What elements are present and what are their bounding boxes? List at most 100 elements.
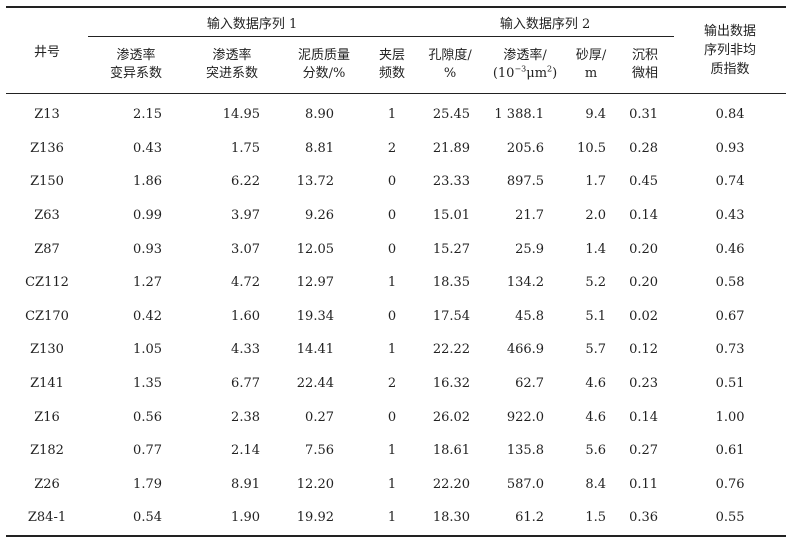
sand-thickness-cell: 9.4 xyxy=(585,107,607,123)
shale-fraction-cell: 19.92 xyxy=(280,501,368,537)
microfacies-cell: 0.11 xyxy=(629,476,659,492)
heterogeneity-index-cell: 1.00 xyxy=(715,409,745,425)
col-header-line-2: 突进系数 xyxy=(205,66,258,81)
well-id-cell: CZ112 xyxy=(25,275,69,291)
interlayer-frequency-cell: 0 xyxy=(387,308,397,324)
table-row: Z87 0.93 3.07 12.05 0 15.27 25.9 1.4 0.20 0.46 xyxy=(6,232,786,266)
sand-thickness-cell: 5.1 xyxy=(585,308,607,324)
heterogeneity-index-cell: 0.55 xyxy=(674,501,787,537)
col-header-permeability: 渗透率/ (10−3μm2) xyxy=(484,36,567,94)
well-id-cell: Z130 xyxy=(30,342,64,358)
perm-variation-cell: 1.27 xyxy=(133,275,162,291)
sand-thickness-cell: 5.6 xyxy=(585,443,607,459)
header-group-row: 井号 输入数据序列 1 输入数据序列 2 输出数据 序列非均 质指数 xyxy=(6,6,787,94)
shale-fraction-cell: 0.27 xyxy=(305,409,334,425)
perm-variation-cell: 0.54 xyxy=(88,501,184,537)
permeability-cell: 25.9 xyxy=(515,241,545,257)
table-row: Z141 1.35 6.77 22.44 2 16.32 62.7 4.6 0.23 0.51 xyxy=(6,367,786,401)
col-header-line-1: 砂厚/ xyxy=(575,48,607,63)
permeability-cell: 587.0 xyxy=(506,476,545,492)
unit-close: ) xyxy=(552,66,558,81)
sand-thickness-cell: 8.4 xyxy=(585,476,607,492)
heterogeneity-index-cell: 0.76 xyxy=(715,476,745,492)
interlayer-frequency-cell: 1 xyxy=(387,476,397,492)
sand-thickness-cell: 4.6 xyxy=(585,376,607,392)
col-header-interlayer-frequency: 夹层 频数 xyxy=(368,36,417,94)
permeability-cell: 21.7 xyxy=(515,208,545,224)
interlayer-frequency-cell: 2 xyxy=(387,376,397,392)
sand-thickness-cell: 5.7 xyxy=(585,342,607,358)
table-row: Z16 0.56 2.38 0.27 0 26.02 922.0 4.6 0.14 1.00 xyxy=(6,400,786,434)
col-header-line-2: % xyxy=(443,66,457,81)
porosity-cell: 17.54 xyxy=(432,308,471,324)
sand-thickness-cell: 5.2 xyxy=(585,275,607,291)
microfacies-cell: 0.23 xyxy=(629,376,659,392)
input-series-1-header: 输入数据序列 1 xyxy=(88,6,417,37)
table-row: Z182 0.77 2.14 7.56 1 18.61 135.8 5.6 0.27 0.61 xyxy=(6,434,786,468)
header-sub-row: 渗透率 变异系数 渗透率 突进系数 泥质质量 分数/% 夹层 频数 孔隙度/ xyxy=(6,36,786,94)
perm-variation-cell: 1.86 xyxy=(133,174,162,190)
sand-thickness-cell: 4.6 xyxy=(585,409,607,425)
porosity-cell: 18.30 xyxy=(416,501,485,537)
heterogeneity-index-cell: 0.73 xyxy=(715,342,745,358)
well-id-cell: Z87 xyxy=(34,241,60,257)
col-header-perm-variation: 渗透率 变异系数 xyxy=(88,36,184,94)
col-header-line-1: 渗透率 xyxy=(116,48,156,63)
shale-fraction-cell: 22.44 xyxy=(296,376,334,392)
microfacies-cell: 0.27 xyxy=(629,443,659,459)
microfacies-cell: 0.14 xyxy=(629,409,659,425)
perm-breakthrough-cell: 6.22 xyxy=(231,174,260,190)
perm-variation-cell: 0.99 xyxy=(133,208,162,224)
perm-breakthrough-cell: 3.97 xyxy=(231,208,260,224)
interlayer-frequency-cell: 0 xyxy=(387,174,397,190)
heterogeneity-index-cell: 0.43 xyxy=(715,208,745,224)
porosity-cell: 15.01 xyxy=(432,208,471,224)
well-id-cell: Z182 xyxy=(30,443,64,459)
perm-breakthrough-cell: 3.07 xyxy=(231,241,260,257)
porosity-cell: 22.22 xyxy=(432,342,471,358)
unit-exponent: −3 xyxy=(514,64,527,74)
sand-thickness-cell: 1.5 xyxy=(566,501,617,537)
shale-fraction-cell: 8.90 xyxy=(305,107,334,123)
perm-breakthrough-cell: 8.91 xyxy=(231,476,260,492)
microfacies-cell: 0.20 xyxy=(629,241,659,257)
heterogeneity-index-cell: 0.58 xyxy=(715,275,745,291)
perm-breakthrough-cell: 2.38 xyxy=(231,409,260,425)
shale-fraction-cell: 8.81 xyxy=(305,140,334,156)
col-header-perm-breakthrough: 渗透率 突进系数 xyxy=(184,36,280,94)
sand-thickness-cell: 1.7 xyxy=(585,174,607,190)
porosity-cell: 16.32 xyxy=(432,376,471,392)
table-body: Z13 2.15 14.95 8.90 1 25.45 1 388.1 9.4 0.31 0.84… xyxy=(6,94,787,537)
interlayer-frequency-cell: 1 xyxy=(368,501,417,537)
unit-square: 2 xyxy=(547,64,553,74)
well-id-cell: Z16 xyxy=(34,409,60,425)
table-row: Z130 1.05 4.33 14.41 1 22.22 466.9 5.7 0.12 0.73 xyxy=(6,333,786,367)
interlayer-frequency-cell: 1 xyxy=(387,342,397,358)
heterogeneity-index-cell: 0.93 xyxy=(715,140,745,156)
perm-variation-cell: 0.77 xyxy=(133,443,162,459)
perm-variation-cell: 1.35 xyxy=(133,376,162,392)
input-series-2-header: 输入数据序列 2 xyxy=(416,6,675,37)
well-id-cell: Z84-1 xyxy=(6,501,88,537)
porosity-cell: 21.89 xyxy=(432,140,471,156)
permeability-cell: 922.0 xyxy=(506,409,545,425)
shale-fraction-cell: 9.26 xyxy=(305,208,334,224)
shale-fraction-cell: 12.05 xyxy=(296,241,334,257)
perm-variation-cell: 0.43 xyxy=(133,140,162,156)
well-id-cell: Z63 xyxy=(34,208,60,224)
well-id-cell: Z13 xyxy=(34,107,60,123)
heterogeneity-index-cell: 0.67 xyxy=(715,308,745,324)
microfacies-cell: 0.02 xyxy=(629,308,659,324)
interlayer-frequency-cell: 1 xyxy=(387,107,397,123)
output-header-line-1: 输出数据 xyxy=(704,24,757,39)
well-id-cell: Z136 xyxy=(30,140,64,156)
well-column-header: 井号 xyxy=(6,6,88,94)
perm-variation-cell: 0.56 xyxy=(133,409,162,425)
col-header-microfacies: 沉积 微相 xyxy=(616,36,675,94)
col-header-line-1: 夹层 xyxy=(379,48,406,63)
permeability-cell: 1 388.1 xyxy=(494,107,545,123)
perm-variation-cell: 1.79 xyxy=(133,476,162,492)
col-header-sand-thickness: 砂厚/ m xyxy=(566,36,617,94)
table-row: CZ170 0.42 1.60 19.34 0 17.54 45.8 5.1 0.02 0.67 xyxy=(6,300,786,334)
